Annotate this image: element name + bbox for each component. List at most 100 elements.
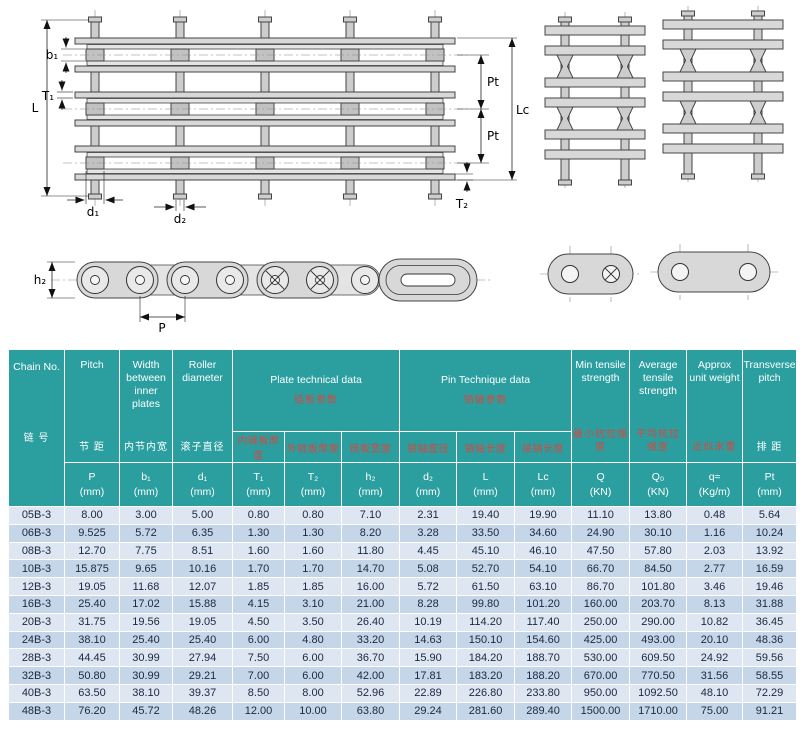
value-cell: 17.81: [399, 666, 458, 685]
value-cell: 22.89: [399, 683, 458, 703]
plate-group-label-zh: 链板参数: [294, 394, 339, 406]
value-cell: 289.40: [514, 701, 573, 721]
value-cell: 27.94: [172, 648, 233, 668]
value-cell: 19.05: [64, 577, 120, 596]
dim-label-Lc: Lc: [516, 103, 529, 117]
value-cell: 8.50: [232, 683, 285, 703]
sub-header-connect-pin-length: 接销长度: [514, 431, 573, 463]
value-cell: 45.10: [456, 541, 516, 561]
value-cell: 63.10: [514, 577, 573, 596]
value-cell: 36.70: [340, 648, 401, 668]
value-cell: 15.90: [399, 648, 458, 668]
value-cell: 11.80: [340, 541, 401, 561]
value-cell: 9.65: [119, 559, 173, 579]
value-cell: 5.64: [742, 506, 798, 525]
value-cell: 10.82: [686, 612, 744, 632]
value-cell: 17.02: [119, 594, 173, 614]
link-plate-1: [540, 246, 641, 302]
value-cell: 2.31: [399, 506, 458, 525]
value-cell: 7.10: [340, 506, 401, 525]
value-cell: 609.50: [629, 648, 688, 668]
value-cell: 530.00: [571, 648, 631, 668]
value-cell: 10.19: [399, 612, 458, 632]
unit-weight-label-zh: 近似米重: [692, 442, 737, 453]
inner-width-label-zh: 内节内宽: [124, 442, 168, 453]
value-cell: 61.50: [456, 577, 516, 596]
table-row: 10B-3 15.875 9.65 10.16 1.70 1.70 14.70 5.08 52.…: [8, 559, 798, 579]
value-cell: 4.80: [284, 630, 342, 650]
value-cell: 1.70: [284, 559, 342, 579]
sub-header-pin-diameter: 销轴直径: [399, 431, 458, 463]
sub-header-plate-width: 链板宽度: [340, 431, 401, 463]
group-header-plate-data: Plate technical data 链板参数: [231, 349, 401, 432]
value-cell: 1.16: [686, 523, 744, 543]
unit-cell-T1: T₁ (mm): [232, 462, 285, 507]
table-body: 05B-3 8.00 3.00 5.00 0.80 0.80 7.10 2.31 19.40 19…: [8, 506, 798, 721]
value-cell: 66.70: [571, 559, 631, 579]
value-cell: 86.70: [571, 577, 631, 596]
value-cell: 57.80: [629, 541, 688, 561]
value-cell: 183.20: [456, 666, 516, 685]
value-cell: 16.00: [340, 577, 401, 596]
value-cell: 184.20: [456, 648, 516, 668]
value-cell: 1500.00: [571, 701, 631, 721]
value-cell: 0.48: [686, 506, 744, 525]
col-header-avg-tensile: Average tensile strength 平均抗拉强度: [629, 349, 688, 463]
value-cell: 3.00: [119, 506, 173, 525]
table-row: 40B-3 63.50 38.10 39.37 8.50 8.00 52.96 22.89 22…: [8, 683, 798, 703]
dim-label-L: L: [32, 101, 39, 115]
value-cell: 2.77: [686, 559, 744, 579]
dim-label-T2: T₂: [455, 197, 468, 211]
value-cell: 44.45: [64, 648, 120, 668]
value-cell: 1092.50: [629, 683, 688, 703]
value-cell: 36.45: [742, 612, 798, 632]
value-cell: 46.10: [514, 541, 573, 561]
unit-cell-Q: Q (KN): [571, 462, 631, 507]
value-cell: 52.96: [340, 683, 401, 703]
value-cell: 6.00: [284, 648, 342, 668]
value-cell: 12.07: [172, 577, 233, 596]
value-cell: 11.10: [571, 506, 631, 525]
value-cell: 14.63: [399, 630, 458, 650]
value-cell: 233.80: [514, 683, 573, 703]
value-cell: 99.80: [456, 594, 516, 614]
table-row: 12B-3 19.05 11.68 12.07 1.85 1.85 16.00 5.72 61.…: [8, 577, 798, 596]
value-cell: 25.40: [172, 630, 233, 650]
value-cell: 42.00: [340, 666, 401, 685]
col-header-transverse-pitch: Transverse pitch 排 距: [742, 349, 798, 463]
value-cell: 290.00: [629, 612, 688, 632]
value-cell: 45.72: [119, 701, 173, 721]
value-cell: 4.50: [232, 612, 285, 632]
value-cell: 9.525: [64, 523, 120, 543]
value-cell: 10.00: [284, 701, 342, 721]
value-cell: 226.80: [456, 683, 516, 703]
value-cell: 114.20: [456, 612, 516, 632]
value-cell: 48.36: [742, 630, 798, 650]
chain-no-cell: 12B-3: [8, 577, 65, 596]
value-cell: 25.40: [119, 630, 173, 650]
value-cell: 13.92: [742, 541, 798, 561]
value-cell: 4.15: [232, 594, 285, 614]
col-header-min-tensile: Min tensile strength 最小抗拉强度: [571, 349, 631, 463]
value-cell: 39.37: [172, 683, 233, 703]
value-cell: 10.16: [172, 559, 233, 579]
value-cell: 203.70: [629, 594, 688, 614]
pin-group-label-zh: 销轴参数: [463, 394, 508, 406]
pitch-label-en: Pitch: [80, 359, 104, 371]
value-cell: 8.51: [172, 541, 233, 561]
chain-no-cell: 32B-3: [8, 666, 65, 685]
value-cell: 8.20: [340, 523, 401, 543]
chain-no-cell: 48B-3: [8, 701, 65, 721]
spec-table: Chain No. 链 号 Pitch 节 距 Width between in…: [8, 349, 798, 721]
chain-no-cell: 28B-3: [8, 648, 65, 668]
unit-cell-L: L (mm): [456, 462, 516, 507]
value-cell: 5.00: [172, 506, 233, 525]
value-cell: 21.00: [340, 594, 401, 614]
sub-header-outer-plate-thickness: 外链板厚度: [284, 431, 342, 463]
value-cell: 150.10: [456, 630, 516, 650]
value-cell: 1.85: [284, 577, 342, 596]
dim-label-b1: b₁: [46, 48, 59, 62]
value-cell: 15.875: [64, 559, 120, 579]
value-cell: 188.20: [514, 666, 573, 685]
value-cell: 101.80: [629, 577, 688, 596]
